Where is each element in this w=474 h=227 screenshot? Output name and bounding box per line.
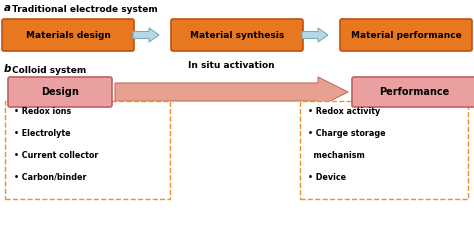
Bar <box>300 101 468 199</box>
Text: • Redox activity: • Redox activity <box>308 107 380 116</box>
Text: In situ activation: In situ activation <box>188 62 275 71</box>
Text: • Device: • Device <box>308 173 346 182</box>
Text: b: b <box>4 64 11 74</box>
Text: • Current collector: • Current collector <box>14 151 99 160</box>
FancyArrow shape <box>302 28 328 42</box>
Bar <box>5 101 170 199</box>
Text: • Charge storage: • Charge storage <box>308 129 386 138</box>
FancyBboxPatch shape <box>352 77 474 107</box>
FancyBboxPatch shape <box>2 19 134 51</box>
Text: • Electrolyte: • Electrolyte <box>14 129 71 138</box>
FancyBboxPatch shape <box>8 77 112 107</box>
Text: a: a <box>4 3 11 13</box>
Text: Traditional electrode system: Traditional electrode system <box>12 5 158 14</box>
Text: • Redox ions: • Redox ions <box>14 107 71 116</box>
FancyArrow shape <box>115 77 348 107</box>
Text: mechanism: mechanism <box>308 151 365 160</box>
Text: Material performance: Material performance <box>351 30 461 39</box>
Text: Material synthesis: Material synthesis <box>190 30 284 39</box>
FancyBboxPatch shape <box>340 19 472 51</box>
Text: Colloid system: Colloid system <box>12 66 86 75</box>
Text: Design: Design <box>41 87 79 97</box>
Text: • Carbon/binder: • Carbon/binder <box>14 173 86 182</box>
Text: Materials design: Materials design <box>26 30 110 39</box>
FancyArrow shape <box>133 28 159 42</box>
FancyBboxPatch shape <box>171 19 303 51</box>
Text: Performance: Performance <box>379 87 449 97</box>
